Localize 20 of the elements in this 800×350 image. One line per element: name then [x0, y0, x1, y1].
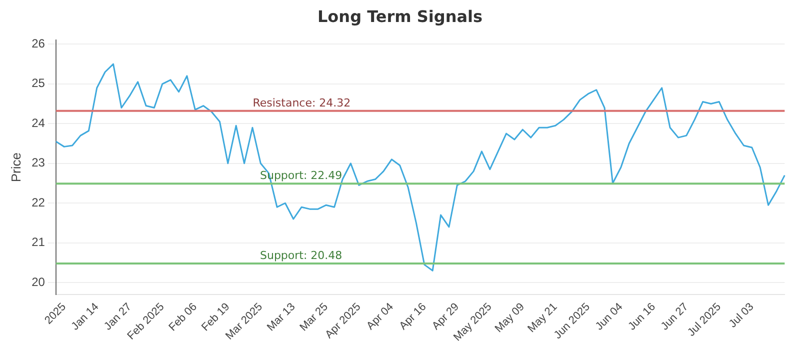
y-tick-label: 20: [32, 274, 46, 289]
y-axis-title: Price: [8, 152, 24, 182]
y-tick-label: 26: [32, 36, 46, 50]
ref-line-label: Support: 20.48: [260, 248, 342, 262]
x-tick-label: Feb 06: [166, 300, 200, 334]
x-tick-label: Apr 16: [397, 300, 429, 332]
chart-title: Long Term Signals: [316, 6, 484, 28]
x-tick-label: Mar 13: [264, 300, 298, 334]
y-tick-label: 22: [32, 195, 46, 210]
x-tick-label: Jan 14: [69, 300, 102, 333]
y-tick-label: 21: [32, 235, 46, 250]
y-tick-label: 24: [32, 116, 46, 130]
x-tick-label: Jun 16: [626, 300, 658, 333]
x-tick-label: May 09: [492, 300, 527, 335]
x-tick-label: Apr 04: [364, 300, 396, 332]
x-tick-label: Jun 04: [593, 300, 626, 333]
y-tick-label: 23: [32, 156, 46, 170]
ref-line-label: Resistance: 24.32: [252, 96, 351, 110]
y-tick-label: 25: [32, 76, 46, 90]
x-tick-label: Jul 03: [726, 300, 756, 330]
